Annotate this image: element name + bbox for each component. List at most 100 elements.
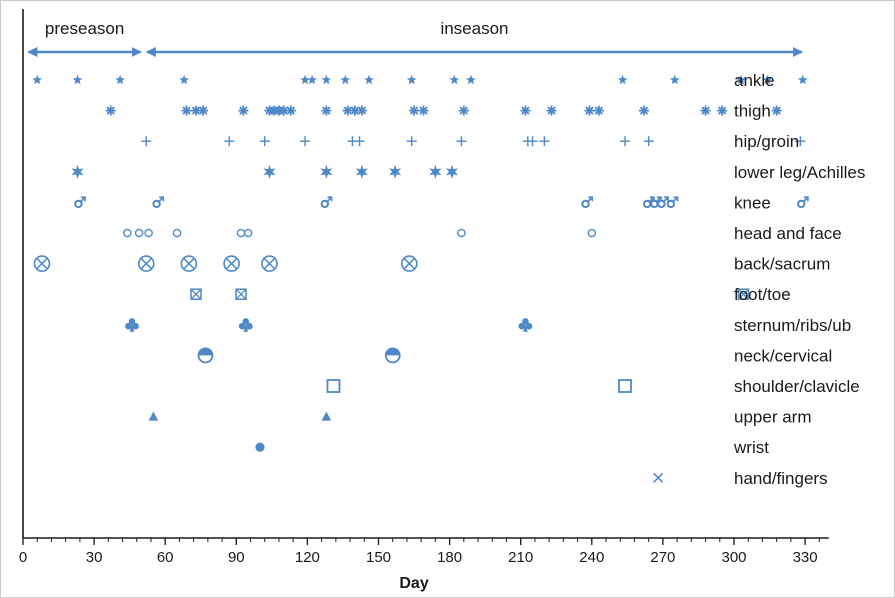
- season-periods: preseason inseason: [27, 19, 804, 57]
- point-ankle-12: [617, 74, 628, 85]
- point-back-sacrum-0: [33, 255, 51, 272]
- point-hip-groin-11: [619, 136, 630, 147]
- category-label-knee: knee: [734, 193, 771, 212]
- x-axis-title: Day: [399, 575, 428, 592]
- x-axis: 0 30 60 90 120 150 180 210 240 270 300 330: [19, 9, 829, 566]
- point-hip-groin-2: [259, 136, 270, 147]
- point-shoulder-clavicle-0: [326, 379, 341, 393]
- point-knee-3: [581, 196, 594, 209]
- point-lower-leg-achilles-3: [355, 164, 368, 179]
- point-thigh-17: [520, 105, 531, 116]
- tick-label-300: 300: [721, 549, 746, 566]
- point-back-sacrum-5: [401, 255, 418, 272]
- category-labels: ankle thigh hip/groin lower leg/Achilles kne…: [733, 71, 865, 488]
- point-thigh-3: [198, 105, 209, 116]
- tick-label-90: 90: [228, 549, 245, 566]
- point-hip-groin-0: [141, 136, 152, 147]
- category-label-thigh: thigh: [734, 102, 771, 121]
- period-label-inseason: inseason: [440, 19, 508, 38]
- point-foot-toe-1: [235, 288, 247, 300]
- point-head-and-face-3: [172, 228, 182, 238]
- point-knee-1: [152, 196, 165, 209]
- point-lower-leg-achilles-2: [320, 164, 333, 179]
- point-hip-groin-1: [224, 136, 235, 147]
- point-ankle-14: [736, 74, 747, 85]
- point-thigh-13: [356, 105, 367, 116]
- point-back-sacrum-3: [223, 255, 240, 272]
- point-ankle-5: [307, 74, 318, 85]
- point-thigh-22: [700, 105, 711, 116]
- point-lower-leg-achilles-6: [445, 164, 459, 179]
- point-thigh-18: [546, 105, 557, 116]
- category-label-back-sacrum: back/sacrum: [734, 255, 830, 274]
- point-ankle-4: [300, 74, 310, 85]
- point-thigh-2: [191, 105, 202, 116]
- point-sternum-ribs-ub-1: [238, 318, 253, 332]
- tick-label-240: 240: [579, 549, 604, 566]
- point-ankle-10: [449, 74, 460, 85]
- point-neck-cervical-1: [384, 347, 401, 364]
- data-points: [32, 74, 809, 483]
- point-upper-arm-1: [321, 411, 332, 421]
- point-ankle-1: [72, 74, 83, 85]
- point-hip-groin-6: [406, 136, 417, 147]
- point-back-sacrum-4: [261, 255, 278, 272]
- category-label-ankle: ankle: [734, 71, 775, 90]
- point-ankle-0: [32, 74, 43, 85]
- point-thigh-0: [105, 105, 116, 116]
- point-ankle-7: [340, 74, 351, 85]
- point-thigh-20: [593, 105, 604, 116]
- point-ankle-2: [115, 74, 126, 85]
- category-label-wrist: wrist: [733, 438, 769, 457]
- point-thigh-8: [278, 105, 289, 116]
- point-knee-0: [74, 196, 86, 209]
- point-thigh-10: [321, 105, 332, 116]
- point-hip-groin-3: [300, 136, 311, 147]
- point-lower-leg-achilles-4: [389, 164, 402, 179]
- point-hip-groin-12: [643, 136, 654, 147]
- point-thigh-23: [717, 105, 728, 116]
- point-hip-groin-13: [795, 136, 806, 147]
- point-hip-groin-7: [456, 136, 467, 147]
- point-ankle-6: [321, 74, 332, 85]
- point-lower-leg-achilles-0: [71, 164, 84, 179]
- category-label-upper-arm: upper arm: [734, 408, 811, 427]
- category-label-shoulder-clavicle: shoulder/clavicle: [734, 377, 860, 396]
- point-ankle-9: [406, 74, 417, 85]
- category-label-hand-fingers: hand/fingers: [734, 469, 828, 488]
- point-wrist-0: [255, 442, 265, 452]
- point-lower-leg-achilles-5: [429, 164, 442, 179]
- tick-label-150: 150: [366, 549, 391, 566]
- point-hip-groin-5: [354, 136, 365, 147]
- point-foot-toe-0: [190, 288, 202, 300]
- category-label-hip-groin: hip/groin: [734, 132, 799, 151]
- point-thigh-14: [409, 105, 420, 116]
- tick-label-270: 270: [650, 549, 675, 566]
- point-shoulder-clavicle-1: [618, 379, 632, 393]
- point-neck-cervical-0: [197, 347, 214, 364]
- point-knee-8: [797, 196, 809, 209]
- point-ankle-16: [797, 74, 808, 85]
- point-foot-toe-2: [737, 288, 750, 300]
- point-sternum-ribs-ub-2: [518, 318, 533, 332]
- point-ankle-8: [364, 74, 374, 85]
- point-head-and-face-6: [457, 228, 466, 238]
- tick-label-330: 330: [793, 549, 818, 566]
- point-thigh-9: [285, 105, 296, 116]
- point-head-and-face-4: [236, 228, 246, 238]
- category-label-neck-cervical: neck/cervical: [734, 346, 832, 365]
- point-hip-groin-9: [527, 136, 538, 147]
- category-label-sternum-ribs-ub: sternum/ribs/ub: [734, 316, 851, 335]
- point-thigh-1: [181, 105, 192, 116]
- category-label-head-and-face: head and face: [734, 224, 842, 243]
- point-hip-groin-10: [539, 136, 550, 147]
- point-lower-leg-achilles-1: [263, 164, 276, 179]
- point-thigh-21: [638, 105, 649, 116]
- point-upper-arm-0: [148, 411, 159, 421]
- point-sternum-ribs-ub-0: [125, 318, 139, 332]
- point-head-and-face-5: [243, 228, 253, 238]
- point-back-sacrum-1: [137, 255, 155, 272]
- point-knee-7: [666, 196, 679, 209]
- point-hand-fingers-0: [653, 472, 664, 483]
